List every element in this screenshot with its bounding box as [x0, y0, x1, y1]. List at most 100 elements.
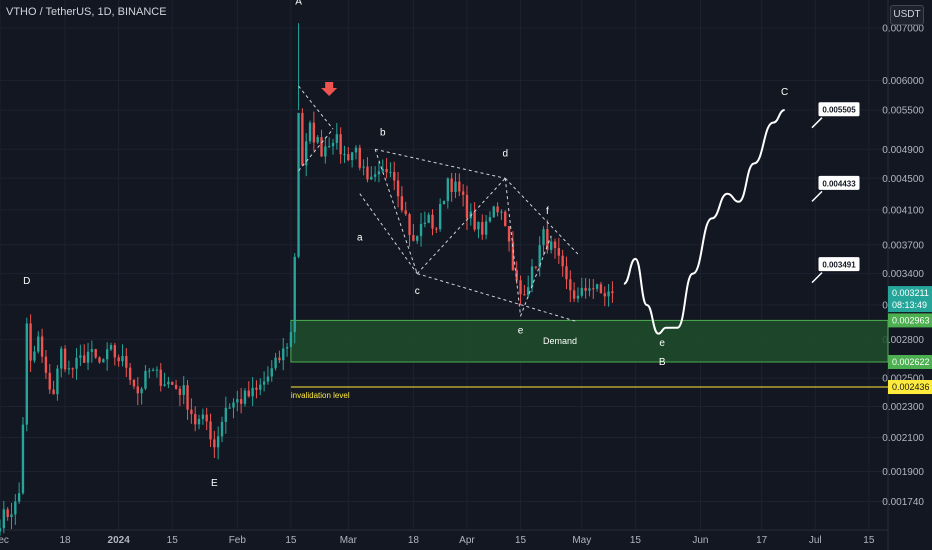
candle-body [259, 384, 262, 390]
candle-body [194, 414, 197, 425]
candle-body [174, 384, 178, 389]
candle-body [262, 381, 266, 385]
candle-body [389, 171, 392, 173]
target-label: 0.005505 [822, 106, 856, 115]
x-tick-label: 15 [167, 535, 179, 546]
candle-body [117, 357, 120, 362]
candle-body [396, 180, 400, 197]
candle-body [354, 147, 358, 153]
x-tick-label: 18 [408, 535, 420, 546]
candle-body [10, 514, 13, 518]
candle-body [473, 211, 476, 230]
candle-body [182, 385, 185, 396]
candle-body [347, 154, 350, 161]
symbol-title[interactable]: VTHO / TetherUS, 1D, BINANCE [6, 6, 167, 18]
candle-body [358, 147, 361, 168]
candle-body [393, 171, 396, 181]
candle-body [216, 436, 220, 448]
candle-body [247, 390, 250, 397]
candle-body [603, 293, 606, 297]
pattern-line [374, 148, 506, 179]
candle-body [14, 501, 17, 515]
candle-body [0, 528, 2, 532]
candle-body [343, 154, 346, 156]
candle-body [6, 509, 9, 518]
candle-body [67, 368, 71, 370]
candle-body [519, 280, 522, 295]
candle-body [37, 336, 40, 352]
candle-body [373, 174, 377, 177]
wave-label: e [659, 338, 665, 349]
invalidation-label: invalidation level [291, 391, 350, 400]
candle-body [282, 348, 285, 361]
candle-body [416, 236, 419, 241]
y-tick-label: 0.004100 [882, 205, 924, 216]
candle-body [29, 323, 32, 361]
currency-button[interactable]: USDT [890, 5, 924, 25]
pattern-line [416, 177, 506, 274]
last-price-label: 0.003211 [892, 288, 929, 298]
candle-body [427, 214, 430, 223]
candle-body [580, 287, 583, 296]
demand-zone [290, 319, 889, 363]
x-tick-label: Jul [809, 535, 822, 546]
candle-body [255, 387, 258, 390]
candle-body [335, 134, 339, 143]
candle-body [17, 493, 21, 502]
candle-body [607, 291, 610, 297]
candle-body [148, 370, 151, 372]
candle-body [186, 385, 189, 410]
y-tick-label: 0.001740 [882, 497, 924, 508]
candle-body [305, 141, 308, 166]
candle-body [572, 290, 576, 299]
candle-body [105, 349, 109, 360]
candle-body [324, 146, 327, 157]
wave-label: a [357, 232, 363, 243]
candle-body [79, 355, 82, 358]
target-arrow [811, 190, 823, 202]
candle-body [270, 368, 273, 377]
x-tick-label: Feb [229, 535, 247, 546]
y-tick-label: 0.004500 [882, 174, 924, 185]
candle-body [450, 178, 453, 192]
wave-label: E [211, 478, 218, 489]
x-tick-label: Jun [692, 535, 708, 546]
candle-body [113, 345, 117, 358]
wave-label: f [546, 206, 549, 217]
candle-body [534, 266, 538, 268]
candle-body [144, 370, 147, 389]
candle-body [477, 222, 480, 230]
candle-body [52, 389, 55, 395]
candle-body [44, 356, 48, 373]
candle-body [94, 349, 97, 358]
wave-label: B [659, 357, 666, 368]
y-tick-label: 0.003700 [882, 240, 924, 251]
candle-body [220, 421, 224, 437]
candle-body [171, 381, 174, 385]
y-tick-label: 0.002800 [882, 335, 924, 346]
target-label: 0.004433 [822, 179, 856, 188]
candle-body [285, 347, 289, 349]
candle-body [125, 355, 128, 368]
candle-body [25, 323, 28, 425]
candle-body [381, 168, 384, 172]
candle-body [63, 348, 67, 370]
candle-body [557, 248, 561, 256]
candle-body [527, 287, 530, 296]
candle-body [419, 223, 423, 237]
candle-body [60, 348, 63, 369]
candle-body [496, 206, 499, 213]
candle-body [167, 381, 170, 385]
candle-body [500, 211, 503, 213]
candle-body [155, 369, 159, 371]
candle-body [289, 332, 293, 348]
pattern-line [417, 273, 579, 323]
candle-body [33, 351, 36, 361]
candle-body [274, 357, 277, 369]
candle-body [569, 279, 572, 291]
candle-body [504, 211, 507, 227]
candle-body [21, 424, 25, 494]
projection-curve [623, 109, 785, 335]
candle-body [71, 368, 74, 370]
